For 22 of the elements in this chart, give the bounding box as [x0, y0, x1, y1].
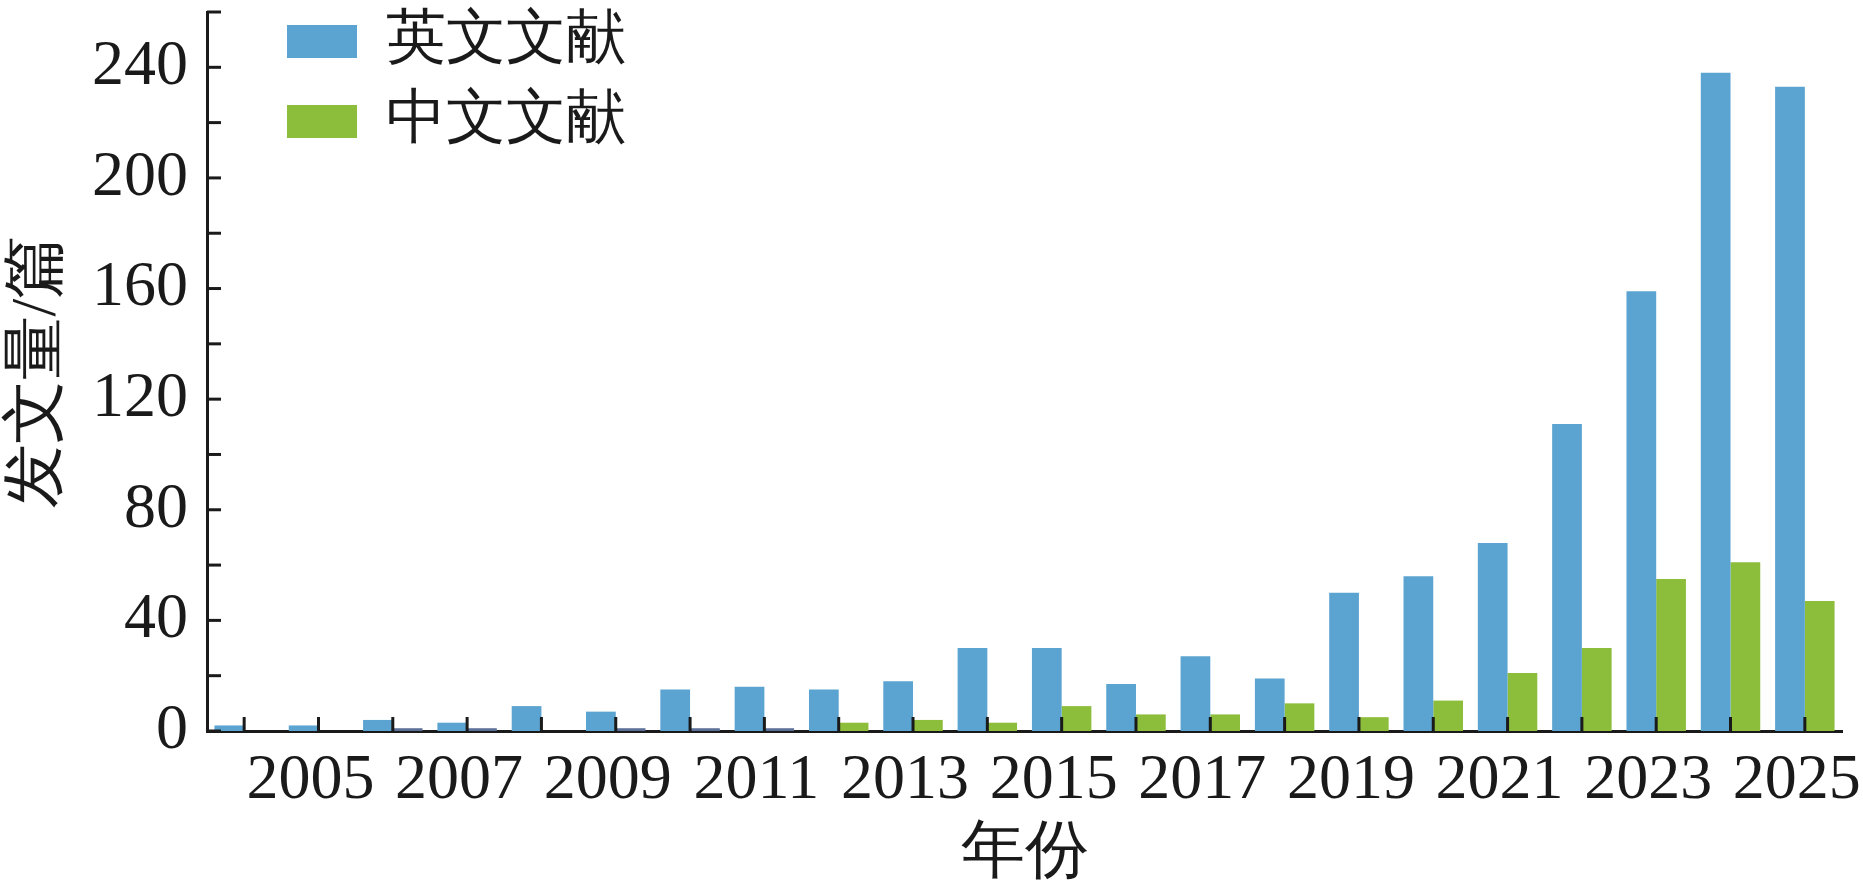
x-tick-label: 2011 — [693, 741, 820, 813]
x-tick-label: 2015 — [989, 741, 1118, 813]
x-tick-label: 2007 — [395, 741, 524, 813]
y-tick-label: 200 — [92, 137, 188, 209]
x-tick-label: 2021 — [1435, 741, 1564, 813]
x-tick-label: 2023 — [1584, 741, 1713, 813]
y-tick-label: 40 — [124, 580, 188, 652]
y-tick-label: 0 — [156, 690, 188, 762]
x-tick-label: 2005 — [246, 741, 375, 813]
y-tick-label: 240 — [92, 27, 188, 99]
x-tick-label: 2009 — [543, 741, 672, 813]
x-tick-label: 2019 — [1286, 741, 1415, 813]
x-tick-label: 2013 — [841, 741, 970, 813]
x-tick-label: 2017 — [1138, 741, 1267, 813]
y-axis-title: 发文量/篇 — [0, 234, 70, 509]
y-tick-label: 80 — [124, 469, 188, 541]
x-axis-title: 年份 — [960, 814, 1089, 886]
y-tick-label: 120 — [92, 358, 188, 430]
x-tick-label: 2025 — [1732, 741, 1861, 813]
legend-label: 英文文献 — [386, 4, 626, 71]
legend-label: 中文文献 — [386, 84, 626, 151]
y-tick-label: 160 — [92, 248, 188, 320]
